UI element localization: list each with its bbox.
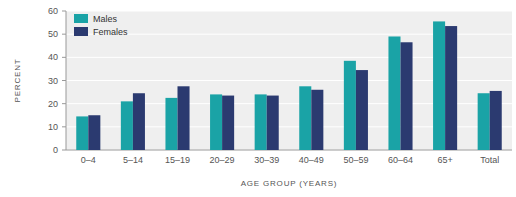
bar <box>490 91 502 150</box>
bar <box>133 93 145 150</box>
tick-mark <box>62 150 66 151</box>
legend-label: Males <box>93 14 118 24</box>
y-axis-title: PERCENT <box>13 59 22 103</box>
tick-mark <box>62 103 66 104</box>
y-tick-label: 20 <box>48 99 58 109</box>
legend-swatch <box>74 27 88 36</box>
bar <box>311 90 323 150</box>
x-tick-label: Total <box>480 155 499 165</box>
bar <box>401 42 413 150</box>
tick-mark <box>62 126 66 127</box>
bar <box>255 94 267 150</box>
bar <box>445 26 457 150</box>
bar <box>433 21 445 150</box>
bar <box>210 94 222 150</box>
bar <box>121 101 133 150</box>
legend-swatch <box>74 14 88 23</box>
tick-mark <box>62 34 66 35</box>
x-axis-title: AGE GROUP (YEARS) <box>241 179 338 188</box>
y-tick-label: 10 <box>48 122 58 132</box>
plot-background <box>66 11 512 150</box>
x-tick-label: 40–49 <box>299 155 324 165</box>
x-tick-label: 30–39 <box>254 155 279 165</box>
x-tick-label: 0–4 <box>81 155 96 165</box>
bar <box>356 70 368 150</box>
y-tick-label: 40 <box>48 52 58 62</box>
x-tick-label: 60–64 <box>388 155 413 165</box>
x-tick-label: 5–14 <box>123 155 143 165</box>
x-tick-label: 65+ <box>437 155 452 165</box>
chart: 0 10 20 30 40 50 60 0–4 5–14 15–19 20–29 30–39 40–49… <box>0 0 516 197</box>
x-tick-label: 50–59 <box>343 155 368 165</box>
y-tick-label: 0 <box>53 145 58 155</box>
grid-line <box>66 11 512 12</box>
bar <box>178 86 190 150</box>
tick-mark <box>62 80 66 81</box>
bar <box>88 115 100 150</box>
bar <box>267 96 279 150</box>
bars <box>76 21 501 150</box>
bar <box>299 86 311 150</box>
bar <box>76 116 88 150</box>
y-tick-label: 30 <box>48 76 58 86</box>
x-tick-label: 15–19 <box>165 155 190 165</box>
y-tick-label: 60 <box>48 6 58 16</box>
bar <box>222 96 234 150</box>
bar <box>388 36 400 150</box>
y-tick-label: 50 <box>48 29 58 39</box>
tick-mark <box>62 11 66 12</box>
y-axis <box>66 11 67 150</box>
bar <box>165 98 177 150</box>
tick-mark <box>62 57 66 58</box>
bar <box>478 93 490 150</box>
x-tick-label: 20–29 <box>210 155 235 165</box>
bar <box>344 61 356 150</box>
legend-label: Females <box>93 27 128 37</box>
